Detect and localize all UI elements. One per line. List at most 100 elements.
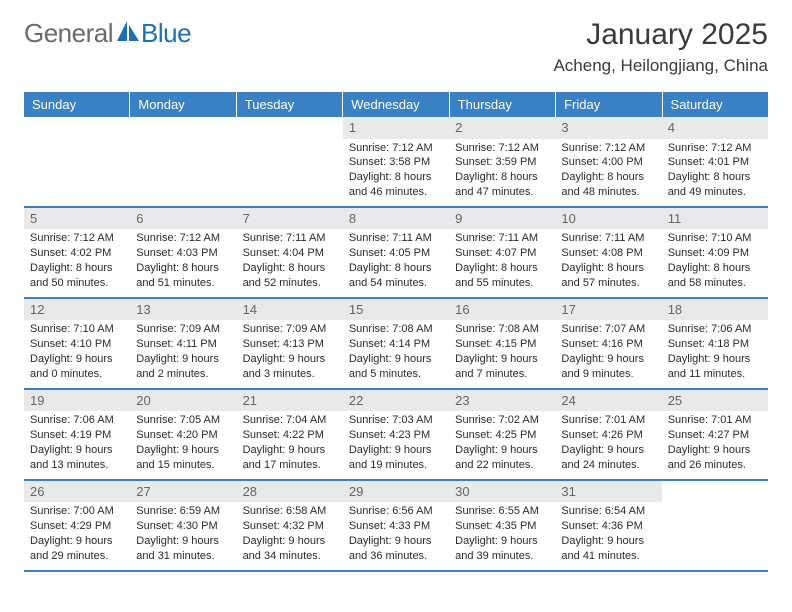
day-number: 4 [662,117,768,139]
daylight2-line: and 57 minutes. [561,276,655,291]
sunset-line: Sunset: 4:32 PM [243,519,337,534]
sunset-line: Sunset: 4:03 PM [136,246,230,261]
day-cell: 4Sunrise: 7:12 AMSunset: 4:01 PMDaylight… [662,117,768,206]
day-cell: 30Sunrise: 6:55 AMSunset: 4:35 PMDayligh… [449,481,555,570]
sunset-line: Sunset: 4:20 PM [136,428,230,443]
daylight2-line: and 19 minutes. [349,458,443,473]
day-number: 24 [555,390,661,412]
sunrise-line: Sunrise: 7:12 AM [668,141,762,156]
daylight2-line: and 15 minutes. [136,458,230,473]
daylight2-line: and 17 minutes. [243,458,337,473]
daylight2-line: and 51 minutes. [136,276,230,291]
sunset-line: Sunset: 4:29 PM [30,519,124,534]
daylight1-line: Daylight: 8 hours [455,170,549,185]
daylight1-line: Daylight: 8 hours [668,170,762,185]
day-cell [237,117,343,206]
day-number: 8 [343,208,449,230]
day-number: 20 [130,390,236,412]
daylight2-line: and 26 minutes. [668,458,762,473]
sunset-line: Sunset: 4:19 PM [30,428,124,443]
sunrise-line: Sunrise: 7:11 AM [349,231,443,246]
day-cell: 24Sunrise: 7:01 AMSunset: 4:26 PMDayligh… [555,390,661,479]
daylight1-line: Daylight: 9 hours [455,534,549,549]
day-number: 1 [343,117,449,139]
daylight2-line: and 5 minutes. [349,367,443,382]
day-number: 26 [24,481,130,503]
sunset-line: Sunset: 4:22 PM [243,428,337,443]
sunset-line: Sunset: 4:00 PM [561,155,655,170]
sunrise-line: Sunrise: 7:11 AM [561,231,655,246]
sunrise-line: Sunrise: 6:59 AM [136,504,230,519]
title-block: January 2025 Acheng, Heilongjiang, China [553,18,768,76]
sunrise-line: Sunrise: 6:54 AM [561,504,655,519]
sunrise-line: Sunrise: 7:09 AM [243,322,337,337]
daylight2-line: and 36 minutes. [349,549,443,564]
day-number: 14 [237,299,343,321]
sunrise-line: Sunrise: 7:07 AM [561,322,655,337]
day-number: 22 [343,390,449,412]
week-row: 19Sunrise: 7:06 AMSunset: 4:19 PMDayligh… [24,390,768,481]
day-number: 25 [662,390,768,412]
day-cell: 16Sunrise: 7:08 AMSunset: 4:15 PMDayligh… [449,299,555,388]
weekday-header: Saturday [663,92,768,117]
weekday-header: Tuesday [237,92,343,117]
sunrise-line: Sunrise: 7:08 AM [349,322,443,337]
day-cell: 3Sunrise: 7:12 AMSunset: 4:00 PMDaylight… [555,117,661,206]
day-cell: 12Sunrise: 7:10 AMSunset: 4:10 PMDayligh… [24,299,130,388]
daylight2-line: and 48 minutes. [561,185,655,200]
sunrise-line: Sunrise: 6:58 AM [243,504,337,519]
day-cell: 15Sunrise: 7:08 AMSunset: 4:14 PMDayligh… [343,299,449,388]
sunset-line: Sunset: 4:36 PM [561,519,655,534]
day-number: 28 [237,481,343,503]
daylight2-line: and 2 minutes. [136,367,230,382]
daylight2-line: and 3 minutes. [243,367,337,382]
day-cell [662,481,768,570]
sunset-line: Sunset: 4:11 PM [136,337,230,352]
sunset-line: Sunset: 4:14 PM [349,337,443,352]
daylight2-line: and 54 minutes. [349,276,443,291]
daylight1-line: Daylight: 8 hours [243,261,337,276]
day-number: 5 [24,208,130,230]
sunset-line: Sunset: 4:23 PM [349,428,443,443]
day-cell: 7Sunrise: 7:11 AMSunset: 4:04 PMDaylight… [237,208,343,297]
sunset-line: Sunset: 4:10 PM [30,337,124,352]
day-number: 7 [237,208,343,230]
daylight2-line: and 47 minutes. [455,185,549,200]
sunrise-line: Sunrise: 7:06 AM [668,322,762,337]
day-number: 29 [343,481,449,503]
sunset-line: Sunset: 4:05 PM [349,246,443,261]
day-cell: 8Sunrise: 7:11 AMSunset: 4:05 PMDaylight… [343,208,449,297]
daylight1-line: Daylight: 9 hours [668,352,762,367]
sunrise-line: Sunrise: 7:12 AM [136,231,230,246]
daylight2-line: and 29 minutes. [30,549,124,564]
daylight1-line: Daylight: 9 hours [30,352,124,367]
day-cell: 1Sunrise: 7:12 AMSunset: 3:58 PMDaylight… [343,117,449,206]
daylight2-line: and 22 minutes. [455,458,549,473]
day-number: 3 [555,117,661,139]
sunrise-line: Sunrise: 7:12 AM [455,141,549,156]
page-header: General Blue January 2025 Acheng, Heilon… [0,0,792,84]
sunset-line: Sunset: 4:07 PM [455,246,549,261]
day-cell: 28Sunrise: 6:58 AMSunset: 4:32 PMDayligh… [237,481,343,570]
daylight2-line: and 49 minutes. [668,185,762,200]
brand-name-part1: General [24,18,113,49]
sunrise-line: Sunrise: 7:12 AM [561,141,655,156]
sunrise-line: Sunrise: 7:03 AM [349,413,443,428]
daylight2-line: and 34 minutes. [243,549,337,564]
day-cell: 27Sunrise: 6:59 AMSunset: 4:30 PMDayligh… [130,481,236,570]
sunset-line: Sunset: 4:08 PM [561,246,655,261]
sunrise-line: Sunrise: 7:09 AM [136,322,230,337]
sunrise-line: Sunrise: 7:01 AM [561,413,655,428]
sunset-line: Sunset: 4:13 PM [243,337,337,352]
day-cell [24,117,130,206]
day-cell: 9Sunrise: 7:11 AMSunset: 4:07 PMDaylight… [449,208,555,297]
day-cell: 17Sunrise: 7:07 AMSunset: 4:16 PMDayligh… [555,299,661,388]
location-line: Acheng, Heilongjiang, China [553,56,768,76]
sunset-line: Sunset: 4:04 PM [243,246,337,261]
day-number: 15 [343,299,449,321]
day-cell: 22Sunrise: 7:03 AMSunset: 4:23 PMDayligh… [343,390,449,479]
weekday-header: Friday [556,92,662,117]
daylight1-line: Daylight: 8 hours [455,261,549,276]
sunrise-line: Sunrise: 6:56 AM [349,504,443,519]
sunset-line: Sunset: 4:15 PM [455,337,549,352]
